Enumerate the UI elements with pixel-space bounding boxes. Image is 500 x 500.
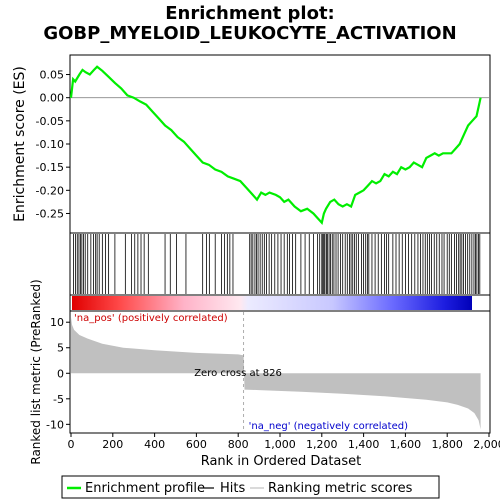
x-tick-label: 400 <box>144 438 165 451</box>
metric-tick-label: 10 <box>50 316 64 329</box>
es-y-axis-label: Enrichment score (ES) <box>12 66 28 222</box>
legend-box <box>61 475 440 499</box>
legend-metric-label: Ranking metric scores <box>268 481 413 496</box>
legend-es-label: Enrichment profile <box>85 481 205 496</box>
x-tick-label: 800 <box>228 438 249 451</box>
legend-hits-label: Hits <box>220 481 245 496</box>
x-tick-label: 1,600 <box>390 438 422 451</box>
neg-correlation-label: 'na_neg' (negatively correlated) <box>249 421 408 432</box>
metric-y-axis-label: Ranked list metric (PreRanked) <box>29 279 43 464</box>
x-tick-label: 1,200 <box>306 438 338 451</box>
metric-tick-label: -5 <box>53 393 64 406</box>
ranking-color-bar <box>72 296 472 310</box>
es-tick-label: -0.10 <box>36 138 64 151</box>
hits-group <box>73 234 481 294</box>
x-tick-label: 2,000 <box>473 438 500 451</box>
es-y-axis: 0.05 0.00 -0.05 -0.10 -0.15 -0.20 -0.25 <box>36 69 70 220</box>
hits-panel-frame <box>69 232 491 296</box>
x-tick-label: 0 <box>68 438 75 451</box>
x-axis: 0 200 400 600 800 1,000 1,200 1,400 1,600 1,800 2,… <box>68 433 500 451</box>
es-tick-label: 0.00 <box>40 92 65 105</box>
metric-tick-label: -10 <box>46 418 64 431</box>
x-axis-label: Rank in Ordered Dataset <box>201 454 362 469</box>
zero-cross-label: Zero cross at 826 <box>194 368 282 379</box>
es-tick-label: -0.05 <box>36 115 64 128</box>
x-tick-label: 1,000 <box>264 438 296 451</box>
chart-title-line2: GOBP_MYELOID_LEUKOCYTE_ACTIVATION <box>43 23 456 44</box>
x-tick-label: 1,800 <box>431 438 463 451</box>
metric-tick-label: 5 <box>57 342 64 355</box>
pos-correlation-label: 'na_pos' (positively correlated) <box>74 313 228 324</box>
metric-area-group <box>71 312 481 432</box>
es-profile-line <box>69 65 482 225</box>
es-tick-label: 0.05 <box>40 69 65 82</box>
chart-title-line1: Enrichment plot: <box>165 3 335 24</box>
es-panel-frame <box>69 54 491 234</box>
es-tick-label: -0.20 <box>36 184 64 197</box>
x-tick-label: 1,400 <box>348 438 380 451</box>
metric-tick-label: 0 <box>57 367 64 380</box>
es-tick-label: -0.25 <box>36 207 64 220</box>
metric-area <box>71 317 481 430</box>
es-tick-label: -0.15 <box>36 161 64 174</box>
metric-y-axis: 10 5 0 -5 -10 <box>46 316 70 431</box>
es-line-group <box>69 65 482 225</box>
x-tick-label: 200 <box>102 438 123 451</box>
x-tick-label: 600 <box>186 438 207 451</box>
